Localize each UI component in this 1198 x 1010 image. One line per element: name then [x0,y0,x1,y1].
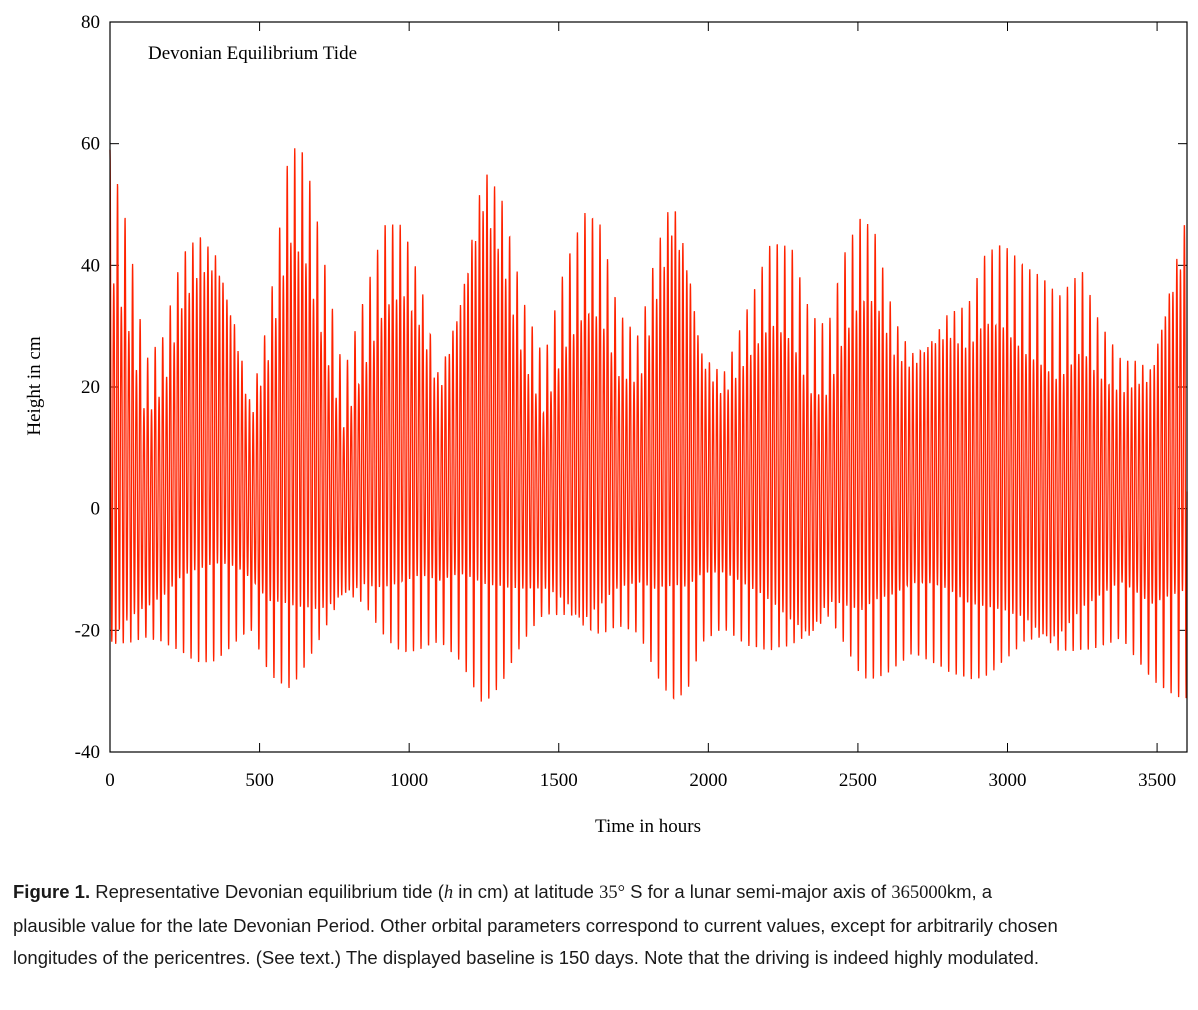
y-tick-label: 60 [81,134,100,155]
y-tick-label: 80 [81,12,100,33]
chart-title: Devonian Equilibrium Tide [148,43,357,64]
y-axis-label: Height in cm [24,336,45,435]
x-tick-label: 1000 [390,770,428,791]
caption-semi-major-axis: 365000 [891,883,947,903]
x-tick-label: 2500 [839,770,877,791]
caption-text-4: km, a plausible value for the late Devon… [13,881,1058,968]
figure-caption: Figure 1. Representative Devonian equili… [13,876,1063,975]
x-tick-label: 3500 [1138,770,1176,791]
y-tick-label: 40 [81,255,100,276]
x-axis-label: Time in hours [595,816,701,837]
caption-label: Figure 1. [13,881,91,902]
x-tick-label: 2000 [689,770,727,791]
tide-chart: 0 500 1000 1500 2000 2500 3000 3500 -40 -20 0 20 40 6… [24,12,1188,837]
caption-text-1: Representative Devonian equilibrium tide… [90,881,444,902]
caption-variable: h [443,883,454,903]
tick-labels: 0 500 1000 1500 2000 2500 3000 3500 -40 -20 0 20 40 6… [75,12,1176,791]
tide-series-line [109,148,1188,702]
plot-frame [109,21,1188,753]
x-tick-label: 3000 [989,770,1027,791]
caption-text-2: in cm) at latitude [453,881,600,902]
y-tick-label: 20 [81,377,100,398]
y-tick-label: -20 [75,620,100,641]
x-tick-label: 500 [245,770,274,791]
y-tick-label: -40 [75,742,100,763]
series-layer [109,148,1188,702]
caption-text-3: S for a lunar semi-major axis of [625,881,892,902]
x-tick-label: 0 [105,770,115,791]
x-tick-label: 1500 [540,770,578,791]
y-tick-label: 0 [91,499,101,520]
caption-latitude: 35° [599,883,626,903]
